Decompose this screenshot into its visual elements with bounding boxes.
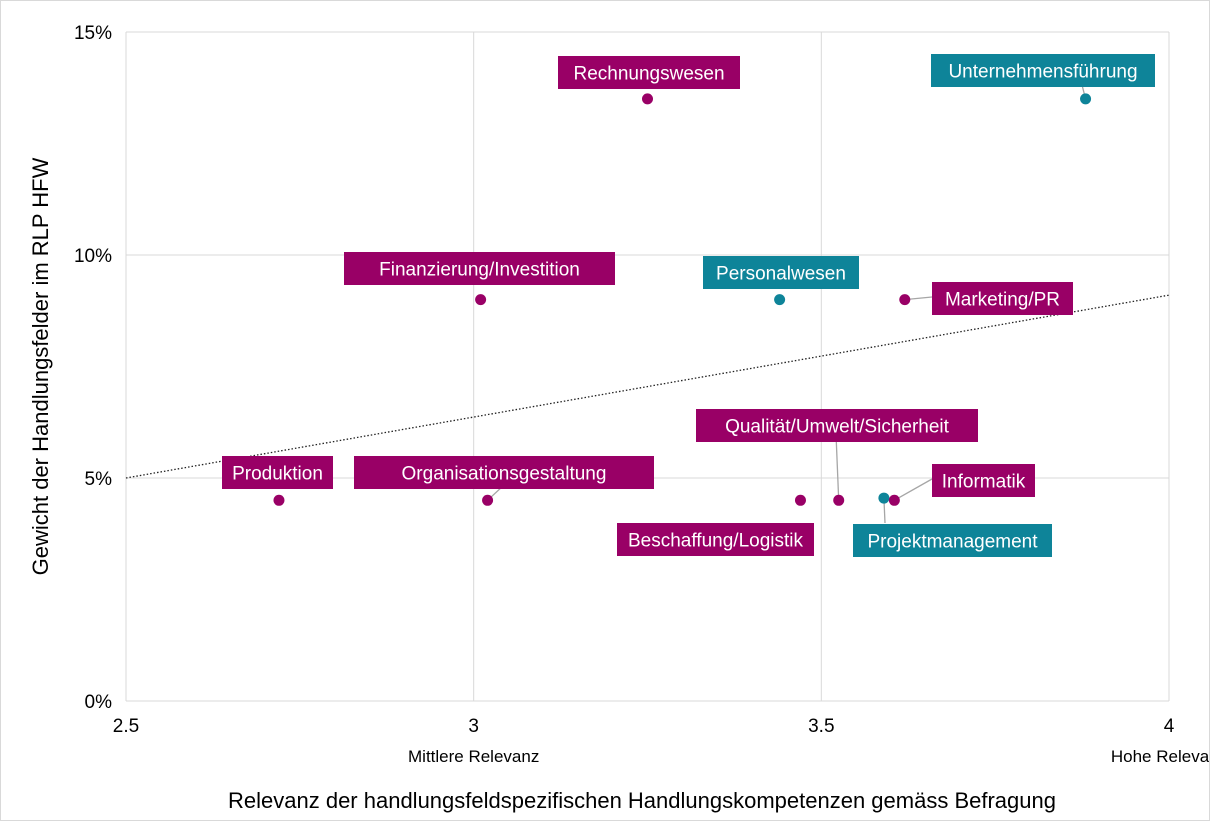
- data-point: [878, 492, 890, 504]
- y-tick-label: 10%: [74, 246, 112, 267]
- x-tick-label: 2.5: [113, 716, 139, 737]
- data-label-box: [853, 524, 1052, 557]
- data-label-box: [932, 282, 1073, 315]
- data-point: [642, 93, 653, 105]
- data-point: [794, 494, 806, 506]
- trendline: [125, 294, 1170, 479]
- data-point: [774, 294, 786, 306]
- x-tick-label: 4: [1164, 716, 1175, 737]
- x-axis-annotation: Mittlere Relevanz: [408, 747, 539, 766]
- x-tick-label: 3: [468, 716, 479, 737]
- data-label: Projektmanagement: [867, 532, 1038, 553]
- data-point: [888, 494, 900, 506]
- data-label: Personalwesen: [716, 264, 846, 285]
- label-leader-line: [894, 478, 933, 501]
- y-tick-label: 0%: [85, 692, 113, 713]
- data-label: Produktion: [232, 464, 323, 485]
- data-point: [899, 294, 911, 306]
- data-labels: Rechnungswesen Unternehmensführung Finanzi…: [222, 54, 1155, 557]
- data-label: Informatik: [942, 472, 1026, 493]
- y-axis-title: Gewicht der Handlungsfelder im RLP HFW: [28, 157, 53, 575]
- data-points: [273, 93, 1092, 506]
- data-label: Marketing/PR: [945, 290, 1060, 311]
- data-point: [1080, 93, 1092, 105]
- data-label: Organisationsgestaltung: [402, 464, 607, 485]
- data-label-box: [354, 456, 654, 489]
- data-label-box: [696, 409, 978, 442]
- label-leader-line: [835, 433, 840, 501]
- data-label-box: [558, 56, 740, 89]
- x-tick-label: 3.5: [808, 716, 834, 737]
- data-point: [273, 494, 285, 506]
- data-point: [475, 294, 487, 306]
- data-label: Finanzierung/Investition: [379, 260, 580, 281]
- data-label-box: [931, 54, 1155, 87]
- x-axis-annotation: Hohe Relevanz: [1111, 747, 1209, 766]
- data-label-box: [222, 456, 333, 489]
- data-label: Beschaffung/Logistik: [628, 531, 803, 552]
- data-point: [833, 494, 845, 506]
- y-tick-label: 5%: [85, 469, 113, 490]
- gridlines: [125, 31, 1170, 701]
- data-label: Unternehmensführung: [948, 62, 1137, 83]
- data-point: [482, 494, 494, 506]
- data-label: Qualität/Umwelt/Sicherheit: [725, 417, 950, 438]
- data-label-box: [703, 256, 859, 289]
- x-axis-title: Relevanz der handlungsfeldspezifischen H…: [228, 788, 1056, 813]
- data-label-box: [344, 252, 615, 285]
- axis-ticks: 0% 5% 10% 15% 2.5 3 3.5 4 Mittlere Relevanz Hohe …: [74, 23, 1210, 766]
- data-label: Rechnungswesen: [573, 64, 724, 85]
- y-tick-label: 15%: [74, 23, 112, 44]
- data-label-box: [617, 523, 814, 556]
- data-label-box: [932, 464, 1035, 497]
